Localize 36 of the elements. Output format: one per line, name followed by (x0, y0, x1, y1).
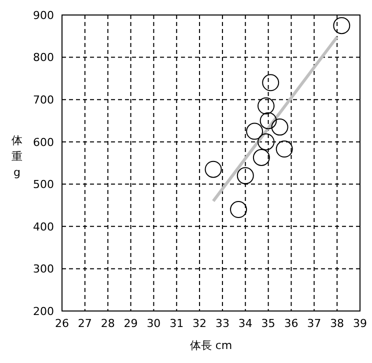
y-tick-label: 300 (33, 262, 54, 276)
point (262, 74, 280, 92)
y-tick-label: 600 (33, 136, 54, 149)
x-axis-title: 体長 cm (190, 339, 232, 352)
x-tick-label: 39 (353, 316, 367, 330)
point (258, 97, 275, 114)
point (260, 112, 277, 130)
y-axis-title: 体重 g (12, 134, 22, 179)
x-tick-label: 34 (238, 316, 252, 330)
x-tick-label: 28 (100, 316, 115, 330)
x-tick-label: 37 (307, 316, 322, 330)
point (276, 140, 293, 158)
point (258, 133, 275, 150)
point (333, 17, 350, 34)
point (271, 118, 288, 136)
y-tick-label: 700 (33, 93, 54, 106)
point (230, 201, 248, 218)
x-tick-label: 35 (261, 316, 276, 330)
y-tick-label: 500 (33, 178, 54, 192)
x-tick-label: 29 (124, 316, 138, 330)
y-tick-label: 400 (33, 220, 54, 234)
y-tick-label: 800 (33, 51, 54, 64)
y-tick-label: 200 (33, 304, 54, 318)
point (246, 122, 264, 140)
y-tick-label: 900 (33, 8, 54, 22)
x-tick-label: 33 (215, 316, 230, 330)
x-tick-label: 27 (78, 316, 92, 330)
point (252, 149, 270, 166)
x-tick-label: 32 (192, 316, 207, 330)
point (236, 167, 254, 184)
point (204, 160, 222, 178)
x-tick-label: 30 (146, 316, 161, 330)
x-tick-label: 26 (55, 316, 69, 330)
x-tick-label: 31 (170, 316, 184, 330)
x-tick-label: 36 (284, 316, 298, 330)
x-tick-label: 38 (330, 316, 344, 330)
